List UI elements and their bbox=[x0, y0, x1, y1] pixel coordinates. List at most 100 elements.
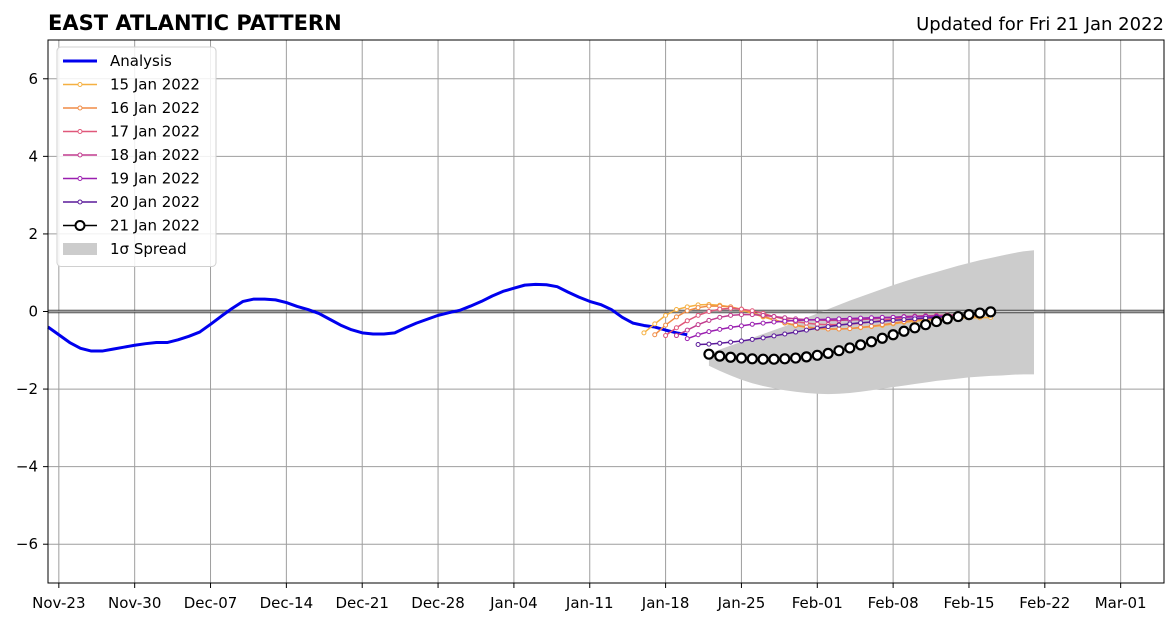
data-point bbox=[728, 324, 734, 330]
legend-item: 16 Jan 2022 bbox=[63, 99, 200, 117]
data-point bbox=[876, 332, 888, 344]
data-point bbox=[771, 333, 777, 339]
y-tick-label: −4 bbox=[16, 458, 38, 476]
data-point bbox=[749, 321, 755, 327]
data-point bbox=[847, 315, 853, 321]
data-point bbox=[706, 309, 712, 314]
x-tick-label: Feb-01 bbox=[792, 594, 843, 612]
legend-item: 19 Jan 2022 bbox=[63, 170, 200, 188]
legend-item: 17 Jan 2022 bbox=[63, 123, 200, 141]
legend-marker bbox=[77, 176, 83, 181]
data-point bbox=[684, 327, 690, 333]
data-point bbox=[868, 315, 874, 321]
x-tick-label: Nov-30 bbox=[108, 594, 161, 612]
y-tick-label: −2 bbox=[16, 380, 38, 398]
data-point bbox=[749, 312, 755, 318]
legend-box bbox=[56, 46, 217, 267]
x-axis: Nov-23 Nov-30 Dec-07 Dec-14 Dec-21 Dec-28 Jan-… bbox=[32, 583, 1147, 612]
data-point bbox=[836, 322, 842, 328]
legend: Analysis 15 Jan 2022 16 Jan 2022 17 Jan 202… bbox=[56, 46, 217, 267]
y-axis: 6 4 2 0 −2 −4 −6 bbox=[16, 70, 48, 553]
data-point bbox=[673, 314, 679, 320]
data-point bbox=[757, 353, 769, 365]
data-point bbox=[858, 320, 864, 326]
legend-item: Analysis bbox=[63, 52, 172, 70]
data-point bbox=[811, 349, 823, 361]
data-point bbox=[652, 332, 658, 338]
legend-label: Analysis bbox=[110, 52, 172, 70]
x-tick-label: Dec-14 bbox=[260, 594, 314, 612]
y-tick-label: 0 bbox=[28, 303, 38, 321]
legend-item: 1σ Spread bbox=[63, 240, 187, 258]
x-tick-label: Jan-18 bbox=[641, 594, 690, 612]
data-point bbox=[963, 309, 975, 321]
x-tick-label: Nov-23 bbox=[32, 594, 85, 612]
data-point bbox=[673, 325, 679, 331]
data-point bbox=[858, 315, 864, 321]
data-point bbox=[706, 329, 712, 335]
x-tick-label: Jan-11 bbox=[565, 594, 614, 612]
x-tick-label: Jan-25 bbox=[717, 594, 766, 612]
data-point bbox=[985, 306, 997, 318]
x-tick-label: Feb-08 bbox=[868, 594, 919, 612]
data-point bbox=[844, 342, 856, 354]
legend-label: 18 Jan 2022 bbox=[110, 146, 200, 164]
legend-item: 15 Jan 2022 bbox=[63, 76, 200, 94]
data-point bbox=[652, 321, 658, 327]
data-point bbox=[728, 305, 734, 311]
data-point bbox=[901, 317, 907, 323]
legend-label: 15 Jan 2022 bbox=[110, 76, 200, 94]
x-tick-label: Dec-21 bbox=[335, 594, 389, 612]
data-point bbox=[749, 336, 755, 342]
data-point bbox=[725, 351, 737, 363]
legend-item: 18 Jan 2022 bbox=[63, 146, 200, 164]
legend-marker bbox=[77, 152, 83, 158]
data-point bbox=[663, 322, 669, 328]
data-point bbox=[738, 338, 744, 344]
data-point bbox=[952, 310, 964, 323]
data-point bbox=[717, 326, 723, 332]
data-point bbox=[974, 307, 986, 319]
data-point bbox=[779, 353, 791, 365]
data-point bbox=[768, 353, 780, 365]
data-point bbox=[641, 330, 647, 336]
series-line bbox=[47, 282, 688, 353]
data-point bbox=[833, 345, 845, 357]
data-point bbox=[855, 339, 867, 351]
data-point bbox=[673, 333, 679, 339]
data-point bbox=[695, 322, 701, 328]
data-point bbox=[782, 318, 788, 324]
legend-marker bbox=[77, 129, 83, 134]
data-point bbox=[847, 321, 853, 327]
data-point bbox=[746, 353, 758, 365]
data-point bbox=[803, 317, 809, 323]
legend-label: 21 Jan 2022 bbox=[110, 217, 200, 235]
data-point bbox=[706, 317, 712, 323]
data-point bbox=[684, 336, 690, 342]
legend-label: 20 Jan 2022 bbox=[110, 193, 200, 211]
data-point bbox=[684, 318, 690, 324]
data-point bbox=[782, 331, 788, 337]
data-point bbox=[865, 336, 878, 348]
legend-marker bbox=[77, 199, 83, 205]
data-point bbox=[793, 317, 799, 323]
data-point bbox=[706, 341, 712, 347]
data-point bbox=[717, 340, 723, 346]
x-tick-label: Dec-28 bbox=[411, 594, 465, 612]
data-point bbox=[868, 323, 874, 329]
data-point bbox=[760, 335, 766, 341]
data-point bbox=[920, 319, 932, 331]
legend-label: 1σ Spread bbox=[110, 240, 187, 258]
legend-swatch bbox=[63, 243, 97, 255]
data-point bbox=[890, 317, 896, 323]
data-point bbox=[728, 312, 734, 318]
data-point bbox=[930, 315, 943, 328]
data-point bbox=[714, 350, 726, 362]
data-point bbox=[909, 322, 921, 334]
y-tick-label: −6 bbox=[16, 535, 38, 553]
data-point bbox=[738, 306, 744, 312]
series-21-jan-2022 bbox=[703, 306, 997, 365]
x-tick-label: Feb-15 bbox=[943, 594, 994, 612]
data-point bbox=[836, 316, 842, 322]
data-point bbox=[858, 324, 864, 330]
